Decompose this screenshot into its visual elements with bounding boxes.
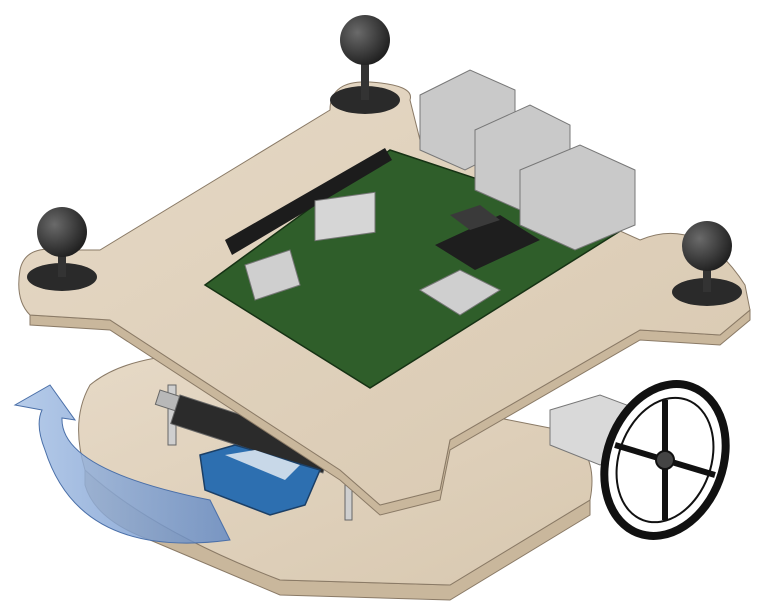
knob bbox=[672, 221, 742, 306]
rotation-arrow bbox=[13, 384, 231, 544]
wheel bbox=[600, 380, 730, 540]
knob bbox=[330, 15, 400, 114]
blue-module bbox=[199, 444, 322, 516]
knob bbox=[27, 207, 97, 291]
ports bbox=[419, 69, 636, 251]
